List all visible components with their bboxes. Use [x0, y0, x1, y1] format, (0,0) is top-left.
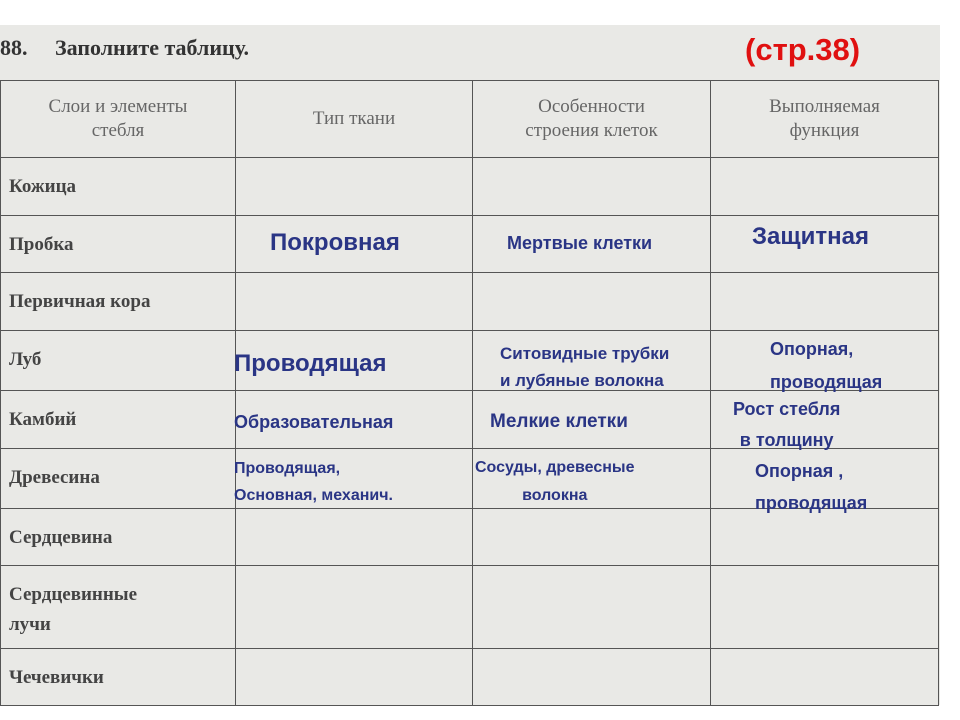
empty-cell: [710, 272, 939, 331]
empty-cell: [472, 157, 711, 216]
annotation: Сосуды, древесные волокна: [475, 454, 635, 510]
header-cell: Слои и элементы стебля: [0, 80, 236, 158]
empty-cell: [472, 565, 711, 649]
annotation-line: Основная, механич.: [234, 487, 393, 504]
row-label: Чечевички: [9, 667, 104, 688]
header-line: Слои и элементы: [48, 96, 188, 117]
annotation-line: и лубяные волокна: [500, 371, 664, 390]
annotation: Рост стебля в толщину: [733, 394, 840, 456]
annotation: Защитная: [752, 222, 869, 252]
annotation-line: проводящая: [770, 372, 883, 392]
annotation: Мелкие клетки: [490, 409, 628, 435]
row-label-cell: Сердцевинные лучи: [0, 565, 236, 649]
annotation-line: Опорная ,: [755, 461, 844, 481]
header-line: функция: [789, 120, 860, 141]
annotation: Ситовидные трубки и лубяные волокна: [500, 340, 669, 394]
row-label-cell: Кожица: [0, 157, 236, 216]
task-number: 88.: [0, 35, 28, 60]
row-label-cell: Чечевички: [0, 648, 236, 706]
row-label: Первичная кора: [9, 291, 151, 312]
task-title: Заполните таблицу.: [55, 35, 249, 60]
row-label: Кожица: [9, 176, 77, 197]
row-label: Древесина: [9, 467, 100, 488]
annotation: Мертвые клетки: [507, 229, 652, 257]
header-line: стебля: [91, 120, 145, 141]
annotation-line: в толщину: [739, 430, 834, 450]
empty-cell: [235, 508, 473, 566]
header-line: Тип ткани: [312, 108, 396, 129]
row-label-cell: Сердцевина: [0, 508, 236, 566]
row-label-cell: Камбий: [0, 390, 236, 449]
annotation-line: Мелкие клетки: [490, 411, 628, 432]
empty-cell: [235, 157, 473, 216]
header-cell: Особенности строения клеток: [472, 80, 711, 158]
row-label-cell: Луб: [0, 330, 236, 391]
annotation: Образовательная: [234, 409, 393, 435]
annotation-line: Проводящая: [234, 350, 387, 377]
row-label: Пробка: [9, 234, 74, 255]
annotation-line: Опорная,: [770, 339, 854, 359]
annotation-line: Рост стебля: [733, 399, 841, 419]
empty-cell: [710, 157, 939, 216]
annotation-line: Ситовидные трубки: [500, 344, 670, 363]
annotation: Опорная, проводящая: [770, 333, 882, 399]
annotation: Проводящая, Основная, механич.: [234, 455, 393, 509]
annotation-line: волокна: [522, 487, 588, 504]
header-cell: Выполняемая функция: [710, 80, 939, 158]
empty-cell: [472, 272, 711, 331]
annotation: Опорная , проводящая: [755, 455, 867, 519]
row-label-cell: Пробка: [0, 215, 236, 273]
header-line: Выполняемая: [769, 96, 880, 117]
header-line: Особенности: [538, 96, 645, 117]
row-label-cell: Древесина: [0, 448, 236, 509]
annotation-line: Покровная: [270, 229, 400, 256]
empty-cell: [710, 565, 939, 649]
empty-cell: [472, 508, 711, 566]
annotation-line: проводящая: [755, 493, 868, 513]
row-label: Луб: [9, 349, 42, 370]
row-label: Сердцевина: [9, 527, 113, 548]
empty-cell: [710, 648, 939, 706]
empty-cell: [235, 272, 473, 331]
annotation-line: Проводящая,: [234, 460, 341, 477]
row-label: Камбий: [9, 409, 77, 430]
row-label: Сердцевинные: [9, 584, 138, 605]
page-ref: (стр.38): [745, 32, 861, 67]
empty-cell: [235, 565, 473, 649]
annotation: Проводящая: [234, 349, 386, 379]
annotation: Покровная: [270, 228, 400, 258]
empty-cell: [235, 648, 473, 706]
header-line: строения клеток: [525, 120, 658, 141]
scan: [0, 25, 940, 705]
annotation-line: Защитная: [752, 223, 869, 250]
empty-cell: [472, 648, 711, 706]
row-label-cell: Первичная кора: [0, 272, 236, 331]
row-label: лучи: [9, 614, 51, 635]
header-cell: Тип ткани: [235, 80, 473, 158]
annotation-line: Сосуды, древесные: [475, 459, 635, 476]
annotation-line: Образовательная: [234, 412, 394, 432]
annotation-line: Мертвые клетки: [507, 233, 653, 253]
